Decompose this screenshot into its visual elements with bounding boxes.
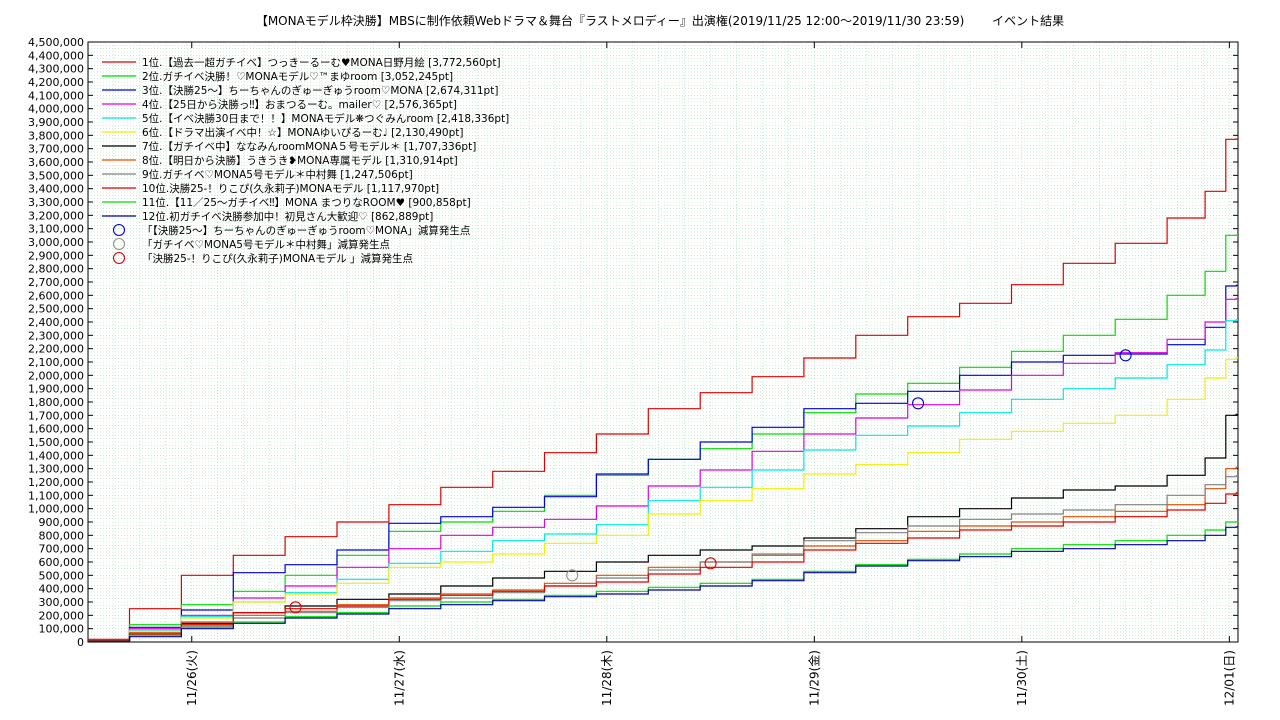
y-tick-label: 1,600,000	[28, 423, 84, 436]
y-tick-label: 3,900,000	[28, 116, 84, 129]
y-tick-label: 4,000,000	[28, 103, 84, 116]
y-tick-label: 400,000	[39, 583, 85, 596]
marker-point-1	[1119, 349, 1132, 362]
legend-label: 1位.【過去一超ガチイベ】つっきーるーむ♥MONA日野月絵 [3,772,560…	[142, 56, 501, 69]
y-tick-label: 4,200,000	[28, 76, 84, 89]
y-tick-label: 800,000	[39, 529, 85, 542]
legend: 1位.【過去一超ガチイベ】つっきーるーむ♥MONA日野月絵 [3,772,560…	[102, 56, 509, 265]
y-tick-label: 1,300,000	[28, 463, 84, 476]
series-line-10	[88, 492, 1238, 642]
y-tick-label: 3,400,000	[28, 183, 84, 196]
y-tick-label: 2,800,000	[28, 263, 84, 276]
y-tick-label: 3,100,000	[28, 223, 84, 236]
y-tick-label: 600,000	[39, 556, 85, 569]
legend-label: 11位.【11／25〜ガチイベ‼】MONA まつりなROOM♥ [900,858…	[142, 196, 471, 209]
series-line-1	[88, 138, 1238, 640]
y-tick-label: 4,500,000	[28, 36, 84, 49]
legend-marker	[112, 237, 126, 251]
y-tick-label: 4,400,000	[28, 49, 84, 62]
y-tick-label: 1,700,000	[28, 409, 84, 422]
y-tick-label: 1,000,000	[28, 503, 84, 516]
y-tick-label: 900,000	[39, 516, 85, 529]
y-tick-label: 2,600,000	[28, 289, 84, 302]
x-tick-label: 11/29(金)	[806, 650, 821, 706]
y-tick-label: 2,900,000	[28, 249, 84, 262]
legend-label: 6位.【ドラマ出演イベ中！☆】MONAゆいぴるーむ♩ [2,130,490pt]	[142, 126, 464, 139]
legend-label: 3位.【決勝25〜】ちーちゃんのぎゅーぎゅうroom♡MONA [2,674,3…	[142, 84, 498, 97]
series-line-5	[88, 319, 1238, 642]
x-axis: 11/26(火) 11/27(水) 11/28(木) 11/29(金) 11/30(土)…	[185, 42, 1236, 706]
legend-label: 8位.【明日から決勝】うきうき❥MONA専属モデル [1,310,914pt]	[142, 154, 458, 167]
x-tick-label: 11/26(火)	[185, 650, 199, 706]
legend-label: 5位.【イベ決勝30日まで！！】MONAモデル❋つぐみんroom [2,418,…	[142, 112, 509, 125]
legend-label: 「ガチイベ♡MONA5号モデル＊中村舞」減算発生点	[142, 238, 390, 251]
y-tick-label: 3,300,000	[28, 196, 84, 209]
marker-point-1	[912, 397, 925, 410]
y-tick-label: 1,100,000	[28, 489, 84, 502]
y-tick-label: 3,000,000	[28, 236, 84, 249]
series-line-4	[88, 297, 1238, 642]
series-line-7	[88, 413, 1238, 642]
y-tick-label: 1,800,000	[28, 396, 84, 409]
series-line-2	[88, 234, 1238, 642]
y-tick-label: 1,400,000	[28, 449, 84, 462]
legend-label: 「決勝25-！りこぴ(久永莉子)MONAモデル 」減算発生点	[142, 252, 413, 265]
y-tick-label: 2,400,000	[28, 316, 84, 329]
y-tick-label: 200,000	[39, 609, 85, 622]
y-tick-label: 300,000	[39, 596, 85, 609]
y-axis: 0100,000200,000300,000400,000500,000600,…	[28, 36, 1238, 649]
y-tick-label: 3,800,000	[28, 129, 84, 142]
plot-frame	[87, 41, 1239, 643]
marker-point-2	[566, 569, 579, 582]
x-tick-label: 12/01(日)	[1222, 650, 1236, 706]
series-line-12	[88, 526, 1238, 642]
y-tick-label: 2,700,000	[28, 276, 84, 289]
y-tick-label: 2,300,000	[28, 329, 84, 342]
y-tick-label: 700,000	[39, 543, 85, 556]
y-tick-label: 3,500,000	[28, 169, 84, 182]
legend-label: 7位.【ガチイベ中】ななみんroomMONA５号モデル＊ [1,707,336p…	[142, 140, 476, 153]
y-tick-label: 1,200,000	[28, 476, 84, 489]
legend-label: 4位.【25日から決勝っ‼】おまつるーむ。mailer♡ [2,576,365p…	[142, 98, 457, 111]
y-tick-label: 4,300,000	[28, 63, 84, 76]
y-tick-label: 3,700,000	[28, 143, 84, 156]
x-tick-label: 11/27(水)	[392, 650, 406, 706]
legend-label: 12位.初ガチイベ決勝参加中！初見さん大歓迎♡ [862,889pt]	[142, 210, 433, 223]
y-tick-label: 4,100,000	[28, 89, 84, 102]
x-tick-label: 11/30(土)	[1015, 650, 1029, 706]
legend-label: 9位.ガチイベ♡MONA5号モデル＊中村舞 [1,247,506pt]	[142, 168, 413, 181]
legend-label: 2位.ガチイベ決勝！♡MONAモデル♡™まゆroom [3,052,245pt]	[142, 70, 453, 83]
marker-point-3	[289, 601, 302, 614]
legend-marker	[112, 251, 126, 265]
y-tick-label: 100,000	[39, 623, 85, 636]
y-tick-label: 2,200,000	[28, 343, 84, 356]
marker-point-3	[704, 557, 717, 570]
y-tick-label: 1,500,000	[28, 436, 84, 449]
marker-group	[289, 349, 1132, 614]
series-line-11	[88, 521, 1238, 642]
y-tick-label: 3,600,000	[28, 156, 84, 169]
y-tick-label: 1,900,000	[28, 383, 84, 396]
legend-label: 10位.決勝25-！りこぴ(久永莉子)MONAモデル [1,117,970pt]	[142, 182, 439, 195]
series-line-6	[88, 357, 1238, 642]
x-tick-label: 11/28(木)	[600, 650, 614, 706]
y-tick-label: 2,000,000	[28, 369, 84, 382]
y-tick-label: 2,100,000	[28, 356, 84, 369]
y-tick-label: 0	[77, 636, 84, 649]
y-tick-label: 2,500,000	[28, 303, 84, 316]
series-group	[88, 138, 1238, 642]
legend-marker	[112, 223, 126, 237]
legend-label: 「【決勝25〜】ちーちゃんのぎゅーぎゅうroom♡MONA」減算発生点	[142, 224, 470, 237]
y-tick-label: 500,000	[39, 569, 85, 582]
y-tick-label: 3,200,000	[28, 209, 84, 222]
grid	[87, 41, 1238, 643]
series-line-8	[88, 466, 1238, 642]
chart-title: 【MONAモデル枠決勝】MBSに制作依頼Webドラマ＆舞台『ラストメロディー』出…	[255, 14, 1065, 28]
series-line-3	[88, 284, 1238, 642]
